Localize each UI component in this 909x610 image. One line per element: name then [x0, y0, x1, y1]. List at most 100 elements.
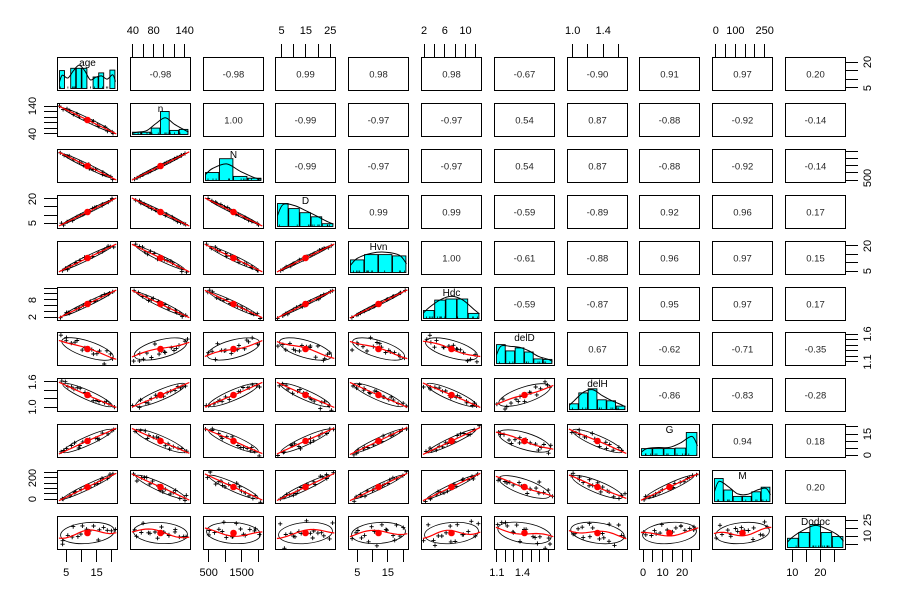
axis-tick-left-M [44, 482, 57, 484]
axis-tick-right-delD [846, 361, 858, 363]
correlation-value: -0.88 [659, 115, 681, 126]
axis-tick-bottom-N [208, 550, 210, 562]
axis-tick-left-M [44, 477, 57, 479]
panel-scatter-G-vs-n [129, 424, 191, 459]
axis-tick-right-delD [846, 344, 858, 346]
panel-border [566, 102, 628, 137]
panel-scatter-D-vs-age [57, 194, 118, 229]
correlation-ellipse [715, 521, 770, 545]
centroid-dot [156, 300, 164, 307]
rug-ticks [571, 407, 625, 410]
correlation-ellipse [642, 521, 698, 545]
axis-tick-top-Hdc [465, 44, 467, 57]
panel-border [275, 57, 337, 91]
panel-border [566, 148, 628, 183]
panel-border [785, 286, 846, 321]
histogram-bar [495, 344, 506, 365]
correlation-value: 0.94 [733, 437, 752, 448]
axis-tick-top-D [281, 44, 282, 57]
density-curve [204, 163, 262, 180]
panel-scatter-G-vs-Hdc [421, 424, 482, 459]
centroid-dot [84, 483, 91, 491]
panel-corr-Hvn-delH: -0.88 [566, 240, 628, 275]
axis-tick-label-left-delH: 1.0 [27, 399, 39, 415]
axis-tick-right-Hvn [846, 270, 858, 272]
axis-tick-bottom-Hvn [356, 550, 358, 562]
axis-tick-left-M [44, 487, 57, 489]
panel-corr-delH-Dodoc: -0.28 [785, 378, 846, 413]
centroid-dot [520, 529, 528, 537]
axis-tick-left-n [44, 105, 57, 107]
panel-corr-n-Hdc: -0.97 [421, 102, 482, 137]
axis-tick-left-Hdc [44, 293, 57, 295]
centroid-dot [448, 437, 455, 445]
axis-tick-top-n [132, 44, 134, 57]
histogram-bar [675, 447, 687, 457]
density-curve [568, 389, 626, 408]
axis-tick-right-delD [846, 333, 858, 335]
centroid-dot [520, 391, 528, 399]
axis-tick-label-top-Hdc: 10 [459, 25, 472, 37]
rug-ticks [795, 545, 833, 548]
histogram-bar [456, 298, 469, 319]
histogram-bar [81, 67, 88, 89]
panel-border [785, 424, 846, 459]
variable-name-label: n [158, 104, 164, 115]
axis-tick-label-right-Hvn: 5 [862, 268, 874, 275]
axis-tick-top-Hdc [423, 44, 425, 57]
axis-tick-bottom-Hvn [402, 550, 404, 562]
correlation-value: 0.20 [806, 483, 825, 494]
panel-border [639, 286, 701, 321]
correlation-value: -0.14 [805, 115, 827, 126]
centroid-dot [448, 391, 455, 399]
axis-tick-bottom-N [241, 550, 243, 562]
panel-corr-age-D: 0.99 [275, 57, 337, 91]
histogram-bar [732, 496, 743, 503]
panel-border [348, 148, 410, 183]
axis-tick-label-top-Hdc: 6 [441, 25, 448, 37]
panel-border [421, 148, 482, 183]
axis-tick-left-Hdc [44, 287, 57, 289]
panel-border [348, 102, 410, 137]
panel-scatter-delH-vs-age [57, 378, 118, 413]
axis-tick-top-D [305, 44, 307, 57]
axis-tick-right-Dodoc [846, 527, 858, 529]
axis-tick-top-n [163, 44, 165, 57]
panel-border [129, 57, 191, 91]
panel-border [275, 102, 337, 137]
panel-scatter-Hvn-vs-age [57, 240, 118, 275]
centroid-dot [302, 254, 310, 261]
panel-hist-D: D [275, 194, 337, 229]
panel-scatter-M-vs-Hvn [348, 470, 410, 505]
panel-corr-N-Dodoc: -0.14 [785, 148, 846, 183]
axis-tick-label-bottom-Hvn: 5 [354, 567, 361, 579]
correlation-ellipse [351, 521, 407, 545]
axis-tick-left-delH [44, 389, 57, 391]
histogram-bar [760, 486, 771, 503]
panel-corr-Hdc-Dodoc: 0.17 [785, 286, 846, 321]
centroid-dot [520, 437, 528, 445]
panel-corr-N-Hdc: -0.97 [421, 148, 482, 183]
axis-tick-label-right-Hvn: 20 [862, 239, 874, 252]
correlation-value: 0.54 [515, 161, 534, 172]
panel-scatter-M-vs-D [275, 470, 337, 505]
axis-tick-label-top-M: 100 [726, 25, 745, 37]
centroid-dot [593, 483, 601, 491]
centroid-dot [84, 254, 91, 261]
panel-border [129, 516, 191, 550]
histogram-bar [392, 255, 407, 273]
rug-ticks [59, 86, 109, 89]
axis-tick-label-top-Hdc: 2 [420, 25, 428, 37]
centroid-dot [84, 437, 91, 445]
histogram-bar [596, 399, 607, 411]
axis-tick-top-n [153, 44, 155, 57]
axis-tick-left-delH [44, 381, 57, 383]
panel-border [785, 148, 846, 183]
panel-scatter-Dodoc-vs-Hvn [348, 516, 410, 550]
panel-scatter-Hvn-vs-n [129, 240, 191, 275]
panel-border [493, 148, 555, 183]
histogram-bar [505, 350, 515, 365]
axis-tick-label-left-Hdc: 8 [27, 296, 39, 303]
panel-corr-age-N: -0.98 [202, 57, 264, 91]
panel-scatter-N-vs-n [129, 148, 191, 183]
